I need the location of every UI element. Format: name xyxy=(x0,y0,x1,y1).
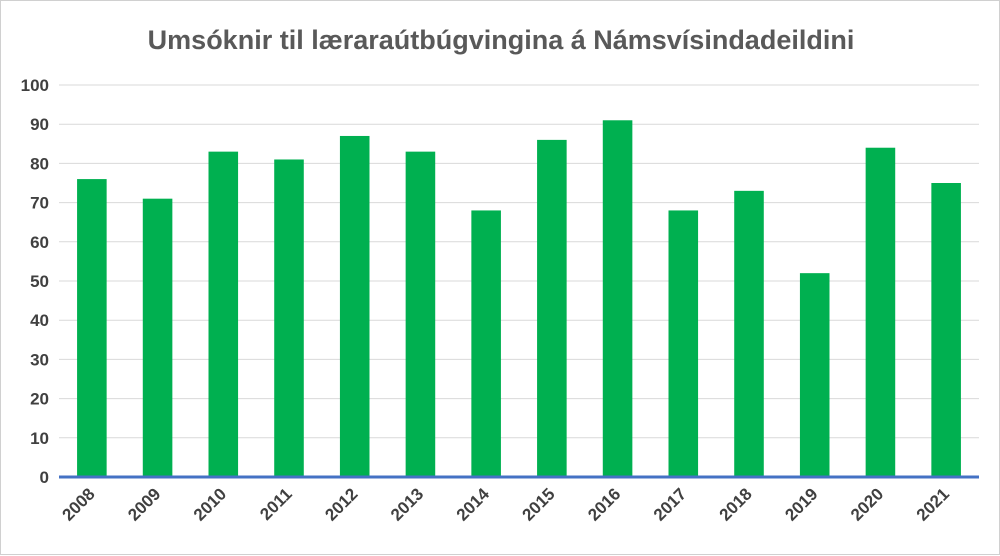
bar-2019 xyxy=(799,273,830,477)
bar-2013 xyxy=(405,151,436,477)
y-tick-label: 80 xyxy=(30,154,49,173)
bar-2018 xyxy=(734,190,764,477)
bars xyxy=(77,120,961,478)
x-tick-label: 2018 xyxy=(716,484,756,524)
x-tick-label: 2021 xyxy=(913,484,953,524)
bar-2017 xyxy=(668,210,699,477)
bar-2012 xyxy=(339,135,370,477)
x-tick-label: 2017 xyxy=(650,484,690,524)
x-tick-label: 2019 xyxy=(781,484,821,524)
bar-2009 xyxy=(142,198,173,477)
bar-2011 xyxy=(274,159,304,478)
y-axis-ticks: 0 10 20 30 40 50 60 70 80 90 100 xyxy=(21,76,49,487)
y-tick-label: 30 xyxy=(30,350,49,369)
x-tick-label: 2015 xyxy=(519,484,559,524)
x-tick-label: 2016 xyxy=(584,484,624,524)
x-axis-ticks: 2008 2009 2010 2011 2012 2013 2014 2015 2016 2017… xyxy=(59,484,953,525)
y-tick-label: 20 xyxy=(30,390,49,409)
x-tick-label: 2012 xyxy=(321,484,361,524)
bar-2016 xyxy=(602,120,633,477)
bar-2008 xyxy=(77,179,107,477)
y-tick-label: 70 xyxy=(30,194,49,213)
bar-2020 xyxy=(865,147,896,477)
x-tick-label: 2011 xyxy=(256,484,296,524)
x-tick-label: 2020 xyxy=(847,484,887,524)
y-tick-label: 60 xyxy=(30,233,49,252)
bar-2014 xyxy=(471,210,501,477)
y-tick-label: 50 xyxy=(30,272,49,291)
y-tick-label: 100 xyxy=(21,76,49,95)
bar-2010 xyxy=(208,151,239,477)
bar-2015 xyxy=(537,139,567,477)
x-tick-label: 2008 xyxy=(59,484,99,524)
x-tick-label: 2013 xyxy=(387,484,427,524)
bar-2021 xyxy=(931,183,961,477)
y-tick-label: 10 xyxy=(30,429,49,448)
x-tick-label: 2010 xyxy=(190,484,230,524)
chart-title: Umsóknir til læraraútbúgvingina á Námsví… xyxy=(148,25,855,55)
y-tick-label: 40 xyxy=(30,311,49,330)
x-tick-label: 2014 xyxy=(453,484,494,525)
y-tick-label: 90 xyxy=(30,115,49,134)
gridlines xyxy=(59,84,979,439)
y-tick-label: 0 xyxy=(40,468,49,487)
x-tick-label: 2009 xyxy=(124,484,164,524)
